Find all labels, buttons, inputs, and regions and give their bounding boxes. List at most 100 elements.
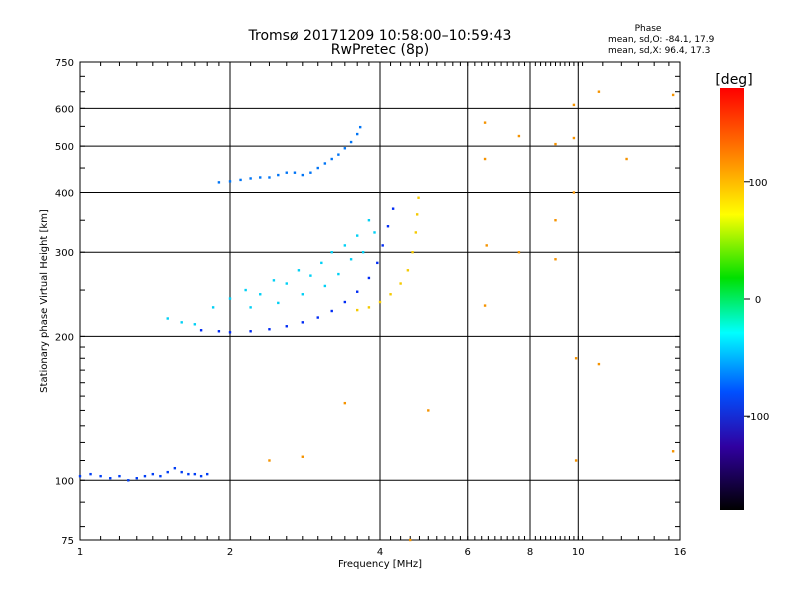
data-point bbox=[268, 176, 271, 179]
data-point bbox=[367, 306, 371, 309]
data-point bbox=[99, 474, 102, 478]
data-point bbox=[355, 290, 359, 293]
data-point bbox=[323, 162, 327, 165]
y-tick-label: 750 bbox=[55, 58, 74, 69]
data-point bbox=[572, 191, 576, 194]
data-point bbox=[78, 474, 82, 478]
data-point bbox=[411, 251, 414, 254]
data-point bbox=[277, 301, 280, 305]
data-point bbox=[187, 472, 190, 476]
data-point bbox=[205, 472, 209, 476]
data-point bbox=[228, 297, 232, 300]
data-point bbox=[355, 234, 359, 237]
data-point bbox=[285, 171, 288, 174]
grid bbox=[80, 62, 680, 540]
y-tick-label: 200 bbox=[55, 332, 74, 343]
x-tick-label: 1 bbox=[77, 547, 83, 558]
data-point bbox=[597, 362, 601, 366]
data-point bbox=[406, 269, 410, 272]
data-point bbox=[301, 293, 305, 296]
data-point bbox=[554, 219, 557, 222]
data-point bbox=[316, 316, 319, 319]
data-point bbox=[367, 276, 371, 280]
data-point bbox=[485, 244, 488, 247]
data-point bbox=[355, 132, 359, 136]
data-point bbox=[381, 244, 384, 247]
data-point bbox=[517, 251, 521, 254]
data-point bbox=[597, 90, 601, 93]
data-point bbox=[228, 180, 232, 183]
data-point bbox=[625, 157, 628, 161]
data-point bbox=[373, 231, 376, 234]
legend-o-stats: mean, sd,O: -84.1, 17.9 bbox=[608, 35, 715, 45]
data-point bbox=[293, 171, 297, 174]
data-point bbox=[309, 171, 312, 174]
data-point bbox=[173, 466, 177, 470]
colorbar bbox=[720, 88, 744, 510]
colorbar-label: [deg] bbox=[715, 72, 752, 88]
data-point bbox=[483, 304, 487, 307]
data-point bbox=[166, 317, 169, 320]
data-point bbox=[349, 258, 353, 261]
data-point bbox=[151, 472, 155, 476]
data-point bbox=[483, 121, 487, 124]
data-point bbox=[361, 251, 365, 254]
data-point bbox=[244, 288, 247, 292]
data-point bbox=[415, 213, 419, 216]
data-point bbox=[343, 147, 347, 150]
data-point bbox=[180, 321, 183, 324]
colorbar-tick-label: -100 bbox=[747, 412, 770, 423]
data-point bbox=[268, 328, 271, 331]
data-point bbox=[554, 142, 557, 146]
x-tick-label: 8 bbox=[527, 547, 533, 558]
data-point bbox=[118, 474, 121, 478]
y-axis-label: Stationary phase Virtual Height [km] bbox=[39, 209, 50, 393]
x-tick-label: 2 bbox=[227, 547, 233, 558]
data-point bbox=[386, 225, 390, 228]
data-point bbox=[285, 325, 288, 328]
data-point bbox=[554, 258, 557, 261]
data-point bbox=[320, 261, 323, 265]
colorbar-tick-label: 0 bbox=[755, 295, 761, 306]
data-point bbox=[272, 279, 276, 282]
data-point bbox=[378, 300, 382, 304]
data-point bbox=[159, 474, 162, 478]
data-point bbox=[217, 181, 221, 184]
data-point bbox=[572, 103, 576, 107]
data-point bbox=[483, 157, 487, 161]
data-point bbox=[517, 134, 521, 138]
y-tick-label: 75 bbox=[61, 536, 74, 547]
data-point bbox=[193, 472, 197, 476]
data-point bbox=[259, 293, 262, 296]
legend-x-stats: mean, sd,X: 96.4, 17.3 bbox=[608, 46, 710, 56]
data-point bbox=[127, 479, 130, 482]
data-point bbox=[343, 300, 347, 304]
data-point bbox=[89, 472, 92, 476]
data-point bbox=[135, 477, 138, 480]
data-point bbox=[211, 306, 215, 309]
data-point bbox=[180, 470, 183, 474]
data-point bbox=[574, 357, 578, 360]
data-point bbox=[239, 178, 242, 182]
data-point bbox=[409, 538, 412, 542]
data-point bbox=[199, 329, 203, 332]
data-points bbox=[78, 90, 675, 542]
y-tick-label: 100 bbox=[55, 476, 74, 487]
data-point bbox=[316, 166, 319, 170]
data-point bbox=[249, 330, 252, 333]
data-point bbox=[349, 140, 353, 144]
data-point bbox=[399, 282, 402, 285]
data-point bbox=[330, 157, 333, 161]
data-point bbox=[367, 219, 371, 222]
x-tick-label: 16 bbox=[674, 547, 687, 558]
data-point bbox=[417, 196, 420, 199]
chart-title: Tromsø 20171209 10:58:00–10:59:43 bbox=[248, 28, 512, 44]
data-point bbox=[330, 309, 333, 313]
data-point bbox=[391, 207, 395, 210]
data-point bbox=[301, 455, 305, 458]
x-tick-label: 6 bbox=[465, 547, 471, 558]
data-point bbox=[671, 450, 675, 453]
data-point bbox=[199, 474, 203, 478]
data-point bbox=[297, 269, 301, 272]
